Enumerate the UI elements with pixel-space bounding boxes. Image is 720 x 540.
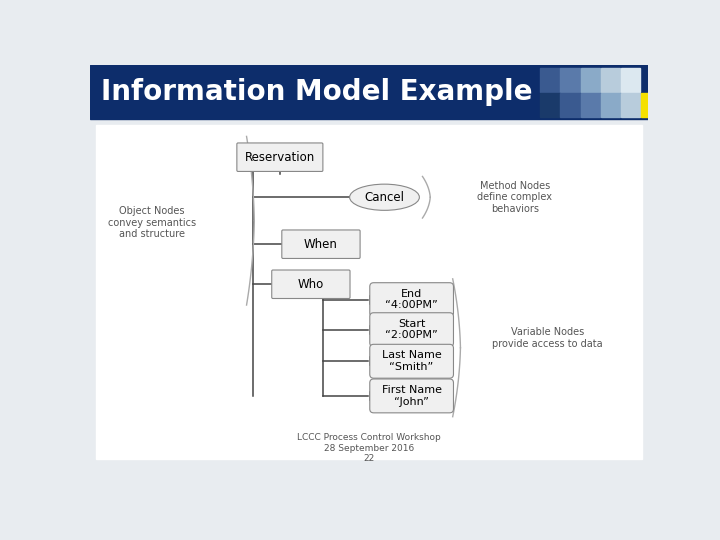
Text: Information Model Example: Information Model Example	[101, 78, 532, 106]
Bar	[580, 93, 600, 117]
FancyBboxPatch shape	[282, 230, 360, 259]
FancyBboxPatch shape	[370, 313, 454, 347]
Ellipse shape	[350, 184, 419, 210]
Text: Reservation: Reservation	[245, 151, 315, 164]
Bar	[580, 68, 600, 92]
FancyBboxPatch shape	[271, 270, 350, 299]
FancyBboxPatch shape	[370, 345, 454, 378]
Bar	[600, 93, 620, 117]
Text: LCCC Process Control Workshop
28 September 2016
22: LCCC Process Control Workshop 28 Septemb…	[297, 434, 441, 463]
Bar	[600, 68, 620, 92]
FancyBboxPatch shape	[370, 379, 454, 413]
Bar	[621, 93, 640, 117]
FancyBboxPatch shape	[237, 143, 323, 171]
Text: Method Nodes
define complex
behaviors: Method Nodes define complex behaviors	[477, 181, 552, 214]
Text: First Name
“John”: First Name “John”	[382, 385, 441, 407]
Bar	[560, 93, 580, 117]
Bar	[641, 93, 667, 117]
Text: Cancel: Cancel	[364, 191, 405, 204]
Bar	[621, 68, 640, 92]
Bar	[540, 93, 559, 117]
Text: Object Nodes
convey semantics
and structure: Object Nodes convey semantics and struct…	[108, 206, 196, 239]
Bar	[540, 68, 559, 92]
Text: Last Name
“Smith”: Last Name “Smith”	[382, 350, 441, 372]
Text: Who: Who	[298, 278, 324, 291]
Text: Variable Nodes
provide access to data: Variable Nodes provide access to data	[492, 327, 603, 349]
Text: End
“4:00PM”: End “4:00PM”	[385, 289, 438, 310]
FancyBboxPatch shape	[370, 283, 454, 316]
Bar	[560, 68, 580, 92]
Bar	[96, 125, 642, 459]
Bar	[90, 65, 648, 119]
Text: When: When	[304, 238, 338, 251]
Text: Start
“2:00PM”: Start “2:00PM”	[385, 319, 438, 341]
